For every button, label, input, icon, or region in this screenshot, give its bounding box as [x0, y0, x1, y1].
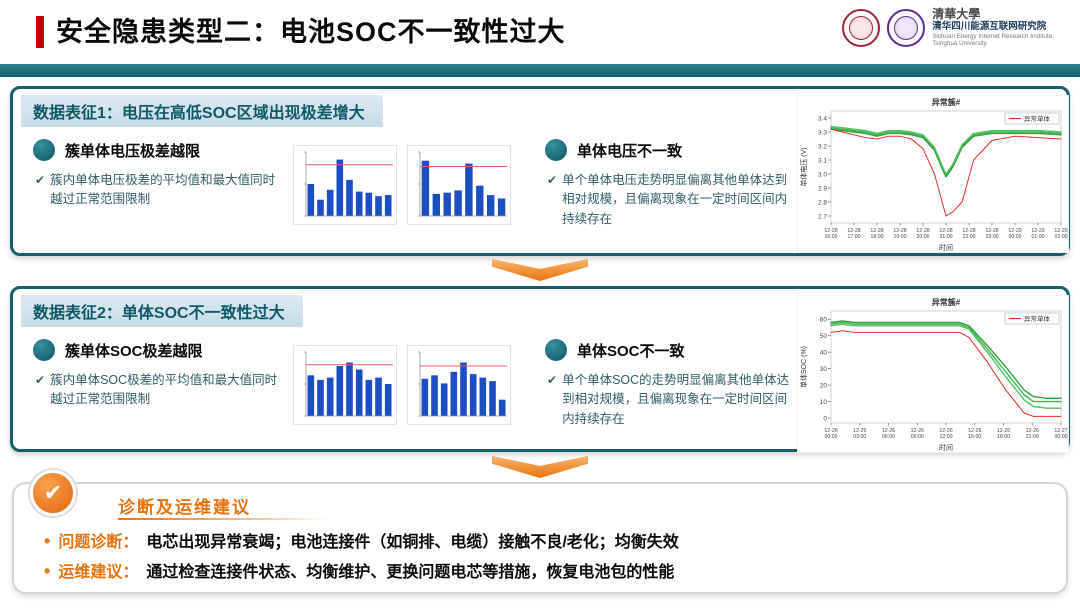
check-icon: ✔: [35, 373, 46, 387]
panel2-left-feature: 簇单体SOC极差越限 ✔ 簇内单体SOC极差的平均值和最大值同时越过正常范围限制: [33, 339, 287, 410]
advice-item-text: 电芯出现异常衰竭；电池连接件（如铜排、电缆）接触不良/老化；均衡失效: [146, 534, 679, 551]
advice-item-maintenance: • 运维建议： 通过检查连接件状态、均衡维护、更换问题电芯等措施，恢复电池包的性…: [44, 558, 674, 582]
panel1-left-note: 簇内单体电压极差的平均值和最大值同时越过正常范围限制: [50, 173, 276, 207]
panel1-right-feature: 单体电压不一致 ✔ 单个单体电压走势明显偏离其他单体达到相对规模，且偏离现象在一…: [545, 139, 791, 229]
svg-text:异常单体: 异常单体: [1024, 314, 1051, 323]
svg-text:30: 30: [820, 366, 828, 373]
svg-text:异常簇#: 异常簇#: [932, 97, 961, 107]
panel1-left-heading: 簇单体电压极差越限: [65, 142, 201, 160]
advice-title-underline: [118, 518, 328, 520]
bullet-dot-icon: •: [44, 531, 51, 551]
title-accent-bar: [36, 16, 44, 48]
advice-item-diagnosis: • 问题诊断： 电芯出现异常衰竭；电池连接件（如铜排、电缆）接触不良/老化；均衡…: [44, 528, 679, 552]
institute-seal-icon: [887, 8, 926, 47]
check-icon: ✔: [35, 173, 46, 187]
svg-text:2.9: 2.9: [818, 185, 827, 192]
cell-voltage-line-chart: 2.7 2.8 2.9 3.0 3.1 3.2 3.3 3.4 12-28 16:00 12-28 1…: [797, 95, 1069, 253]
panel-data-feature-2: 数据表征2：单体SOC不一致性过大 簇单体SOC极差越限 ✔ 簇内单体SOC极差…: [10, 286, 1070, 453]
panel1-left-feature: 簇单体电压极差越限 ✔ 簇内单体电压极差的平均值和最大值同时越过正常范围限制: [33, 139, 287, 210]
svg-text:0: 0: [823, 415, 827, 422]
svg-text:3.3: 3.3: [818, 129, 827, 136]
bullet-dot-icon: •: [44, 561, 51, 581]
panel-data-feature-1: 数据表征1：电压在高低SOC区域出现极差增大 簇单体电压极差越限 ✔ 簇内单体电…: [10, 86, 1070, 256]
svg-text:2.8: 2.8: [818, 199, 827, 206]
bullet-circle-icon: [545, 339, 567, 361]
svg-text:时间: 时间: [939, 243, 953, 252]
title-divider-band: [0, 64, 1080, 77]
svg-text:3.0: 3.0: [818, 171, 827, 178]
svg-text:20: 20: [820, 382, 828, 389]
page-title: 安全隐患类型二：电池SOC不一致性过大: [56, 17, 566, 47]
panel2-header: 数据表征2：单体SOC不一致性过大: [21, 295, 303, 327]
svg-text:时间: 时间: [939, 443, 953, 452]
institute-name-en2: Tsinghua University: [932, 39, 987, 47]
panel1-header: 数据表征1：电压在高低SOC区域出现极差增大: [21, 95, 383, 127]
svg-text:10: 10: [820, 399, 828, 406]
svg-text:3.4: 3.4: [818, 115, 827, 122]
advice-title: 诊断及运维建议: [118, 498, 251, 517]
svg-text:异常簇#: 异常簇#: [932, 297, 961, 307]
svg-text:3.1: 3.1: [818, 157, 827, 164]
check-icon: ✔: [547, 373, 558, 387]
bullet-circle-icon: [545, 139, 567, 161]
down-arrow-icon: [492, 259, 588, 281]
advice-item-label: 问题诊断：: [58, 534, 139, 551]
panel1-right-heading: 单体电压不一致: [577, 142, 683, 160]
svg-text:60: 60: [820, 317, 828, 324]
svg-text:50: 50: [820, 333, 828, 340]
soc-range-bar-chart-b: [407, 345, 511, 425]
down-arrow-icon: [492, 456, 588, 478]
panel2-right-feature: 单体SOC不一致 ✔ 单个单体SOC的走势明显偏离其他单体达到相对规模，且偏离现…: [545, 339, 791, 429]
check-badge-icon: ✔: [30, 470, 76, 516]
svg-text:40: 40: [820, 349, 828, 356]
voltage-range-bar-chart-b: [407, 145, 511, 225]
logo-text-block: 清華大學 清华四川能源互联网研究院 Sichuan Energy Interne…: [932, 7, 1054, 47]
logo-group: 清華大學 清华四川能源互联网研究院 Sichuan Energy Interne…: [842, 7, 1054, 47]
institute-name-cn: 清华四川能源互联网研究院: [932, 20, 1047, 32]
svg-text:单体SOC (%): 单体SOC (%): [799, 346, 808, 388]
panel1-right-note: 单个单体电压走势明显偏离其他单体达到相对规模，且偏离现象在一定时间区间内持续存在: [562, 173, 788, 226]
panel2-right-heading: 单体SOC不一致: [577, 342, 685, 360]
panel2-right-note: 单个单体SOC的走势明显偏离其他单体达到相对规模，且偏离现象在一定时间区间内持续…: [562, 373, 790, 426]
bullet-circle-icon: [33, 139, 55, 161]
svg-text:2.7: 2.7: [818, 213, 827, 220]
institute-name-en1: Sichuan Energy Internet Research Institu…: [932, 32, 1054, 40]
svg-text:单体电压 (V): 单体电压 (V): [799, 147, 808, 186]
panel-advice: ✔ 诊断及运维建议 • 问题诊断： 电芯出现异常衰竭；电池连接件（如铜排、电缆）…: [12, 470, 1068, 594]
advice-item-label: 运维建议：: [58, 564, 139, 581]
voltage-range-bar-chart-a: [293, 145, 397, 225]
tsinghua-seal-icon: [842, 8, 881, 47]
advice-item-text: 通过检查连接件状态、均衡维护、更换问题电芯等措施，恢复电池包的性能: [146, 564, 675, 581]
soc-range-bar-chart-a: [293, 345, 397, 425]
svg-text:异常单体: 异常单体: [1024, 114, 1051, 123]
check-icon: ✔: [547, 173, 558, 187]
bullet-circle-icon: [33, 339, 55, 361]
university-name: 清華大學: [932, 7, 981, 21]
panel2-left-heading: 簇单体SOC极差越限: [65, 342, 203, 360]
svg-text:3.2: 3.2: [818, 143, 827, 150]
panel2-left-note: 簇内单体SOC极差的平均值和最大值同时越过正常范围限制: [50, 373, 278, 407]
cell-soc-line-chart: 0 10 20 30 40 50 60 12-26 00:00 12-26 03:00 12-26 06…: [797, 295, 1069, 453]
